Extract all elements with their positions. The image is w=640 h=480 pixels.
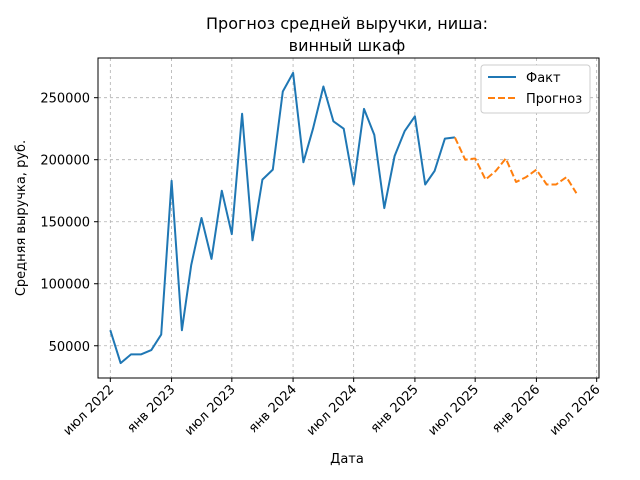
series-line-forecast bbox=[453, 136, 578, 194]
chart-title-line-2: винный шкаф bbox=[289, 36, 406, 55]
y-axis-title: Средняя выручка, руб. bbox=[14, 140, 29, 296]
grid bbox=[98, 58, 599, 378]
y-tick-label: 250000 bbox=[40, 92, 90, 107]
legend-label-fact: Факт bbox=[526, 71, 561, 86]
y-tick-label: 100000 bbox=[40, 278, 90, 293]
y-tick-label: 50000 bbox=[49, 340, 90, 355]
series-line-fact bbox=[109, 71, 456, 365]
legend: Факт Прогноз bbox=[480, 64, 591, 114]
x-axis-title: Дата bbox=[330, 452, 364, 467]
y-tick-label: 200000 bbox=[40, 154, 90, 169]
y-axis-ticks: 50000 100000 150000 200000 250000 bbox=[40, 92, 98, 355]
plot-area-frame bbox=[97, 57, 600, 379]
chart-title-line-1: Прогноз средней выручки, ниша: bbox=[206, 14, 488, 33]
series-group bbox=[109, 71, 578, 365]
legend-label-forecast: Прогноз bbox=[526, 92, 582, 107]
y-tick-label: 150000 bbox=[40, 216, 90, 231]
